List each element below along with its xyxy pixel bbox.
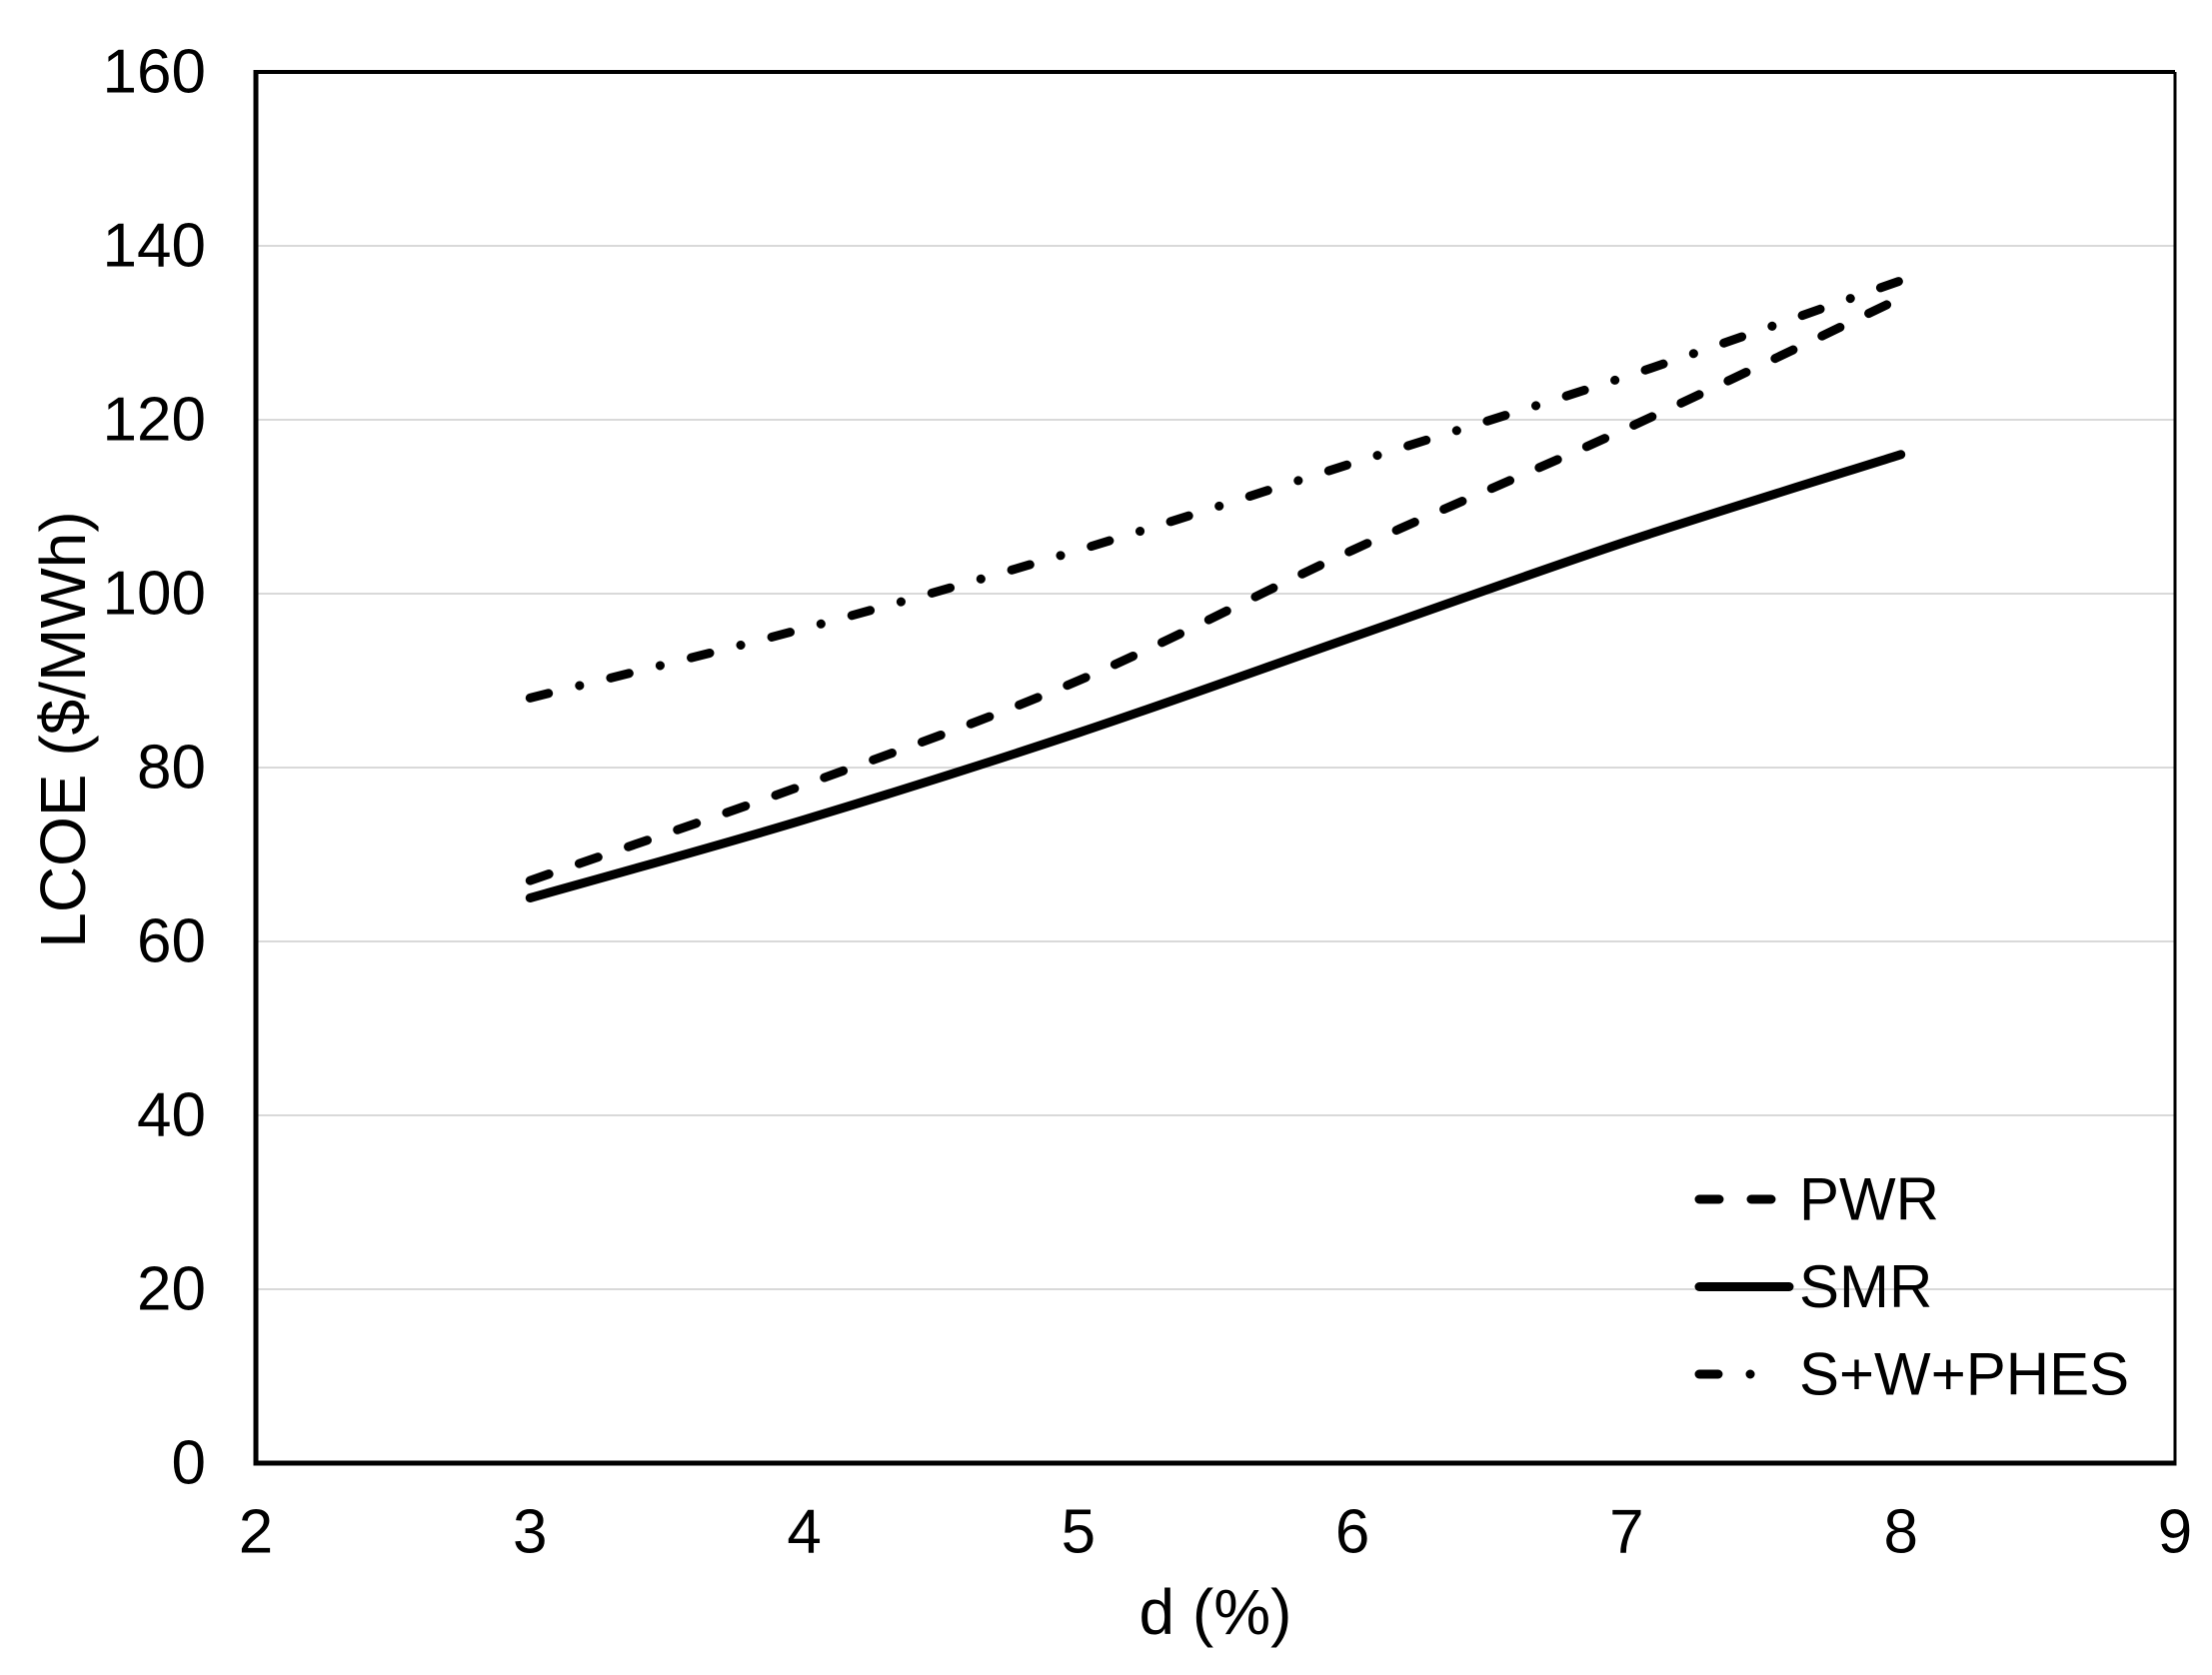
y-tick-label-20: 20 — [137, 1255, 206, 1324]
y-axis-title: LCOE ($/MWh) — [27, 511, 99, 948]
series-line-smr — [525, 450, 1906, 902]
legend-label-pwr: PWR — [1799, 1166, 1939, 1233]
x-tick-label-9: 9 — [2158, 1498, 2192, 1567]
y-tick-label-160: 160 — [103, 38, 206, 107]
y-tick-label-120: 120 — [103, 386, 206, 455]
x-tick-label-3: 3 — [513, 1498, 547, 1567]
y-tick-label-100: 100 — [103, 560, 206, 629]
x-tick-label-7: 7 — [1609, 1498, 1643, 1567]
series-line-pwr — [525, 293, 1906, 885]
legend-label-smr: SMR — [1799, 1253, 1932, 1320]
x-tick-label-2: 2 — [239, 1498, 273, 1567]
legend-label-s-w-phes: S+W+PHES — [1799, 1341, 2129, 1408]
x-tick-label-4: 4 — [787, 1498, 821, 1567]
y-tick-label-80: 80 — [137, 734, 206, 803]
y-tick-label-40: 40 — [137, 1081, 206, 1150]
y-tick-label-0: 0 — [172, 1429, 206, 1498]
x-tick-label-8: 8 — [1883, 1498, 1917, 1567]
x-axis-title: d (%) — [1138, 1576, 1292, 1648]
x-tick-label-5: 5 — [1062, 1498, 1096, 1567]
y-tick-label-60: 60 — [137, 907, 206, 976]
y-tick-label-140: 140 — [103, 212, 206, 281]
x-tick-label-6: 6 — [1335, 1498, 1369, 1567]
series-line-s-w-phes — [525, 276, 1906, 703]
